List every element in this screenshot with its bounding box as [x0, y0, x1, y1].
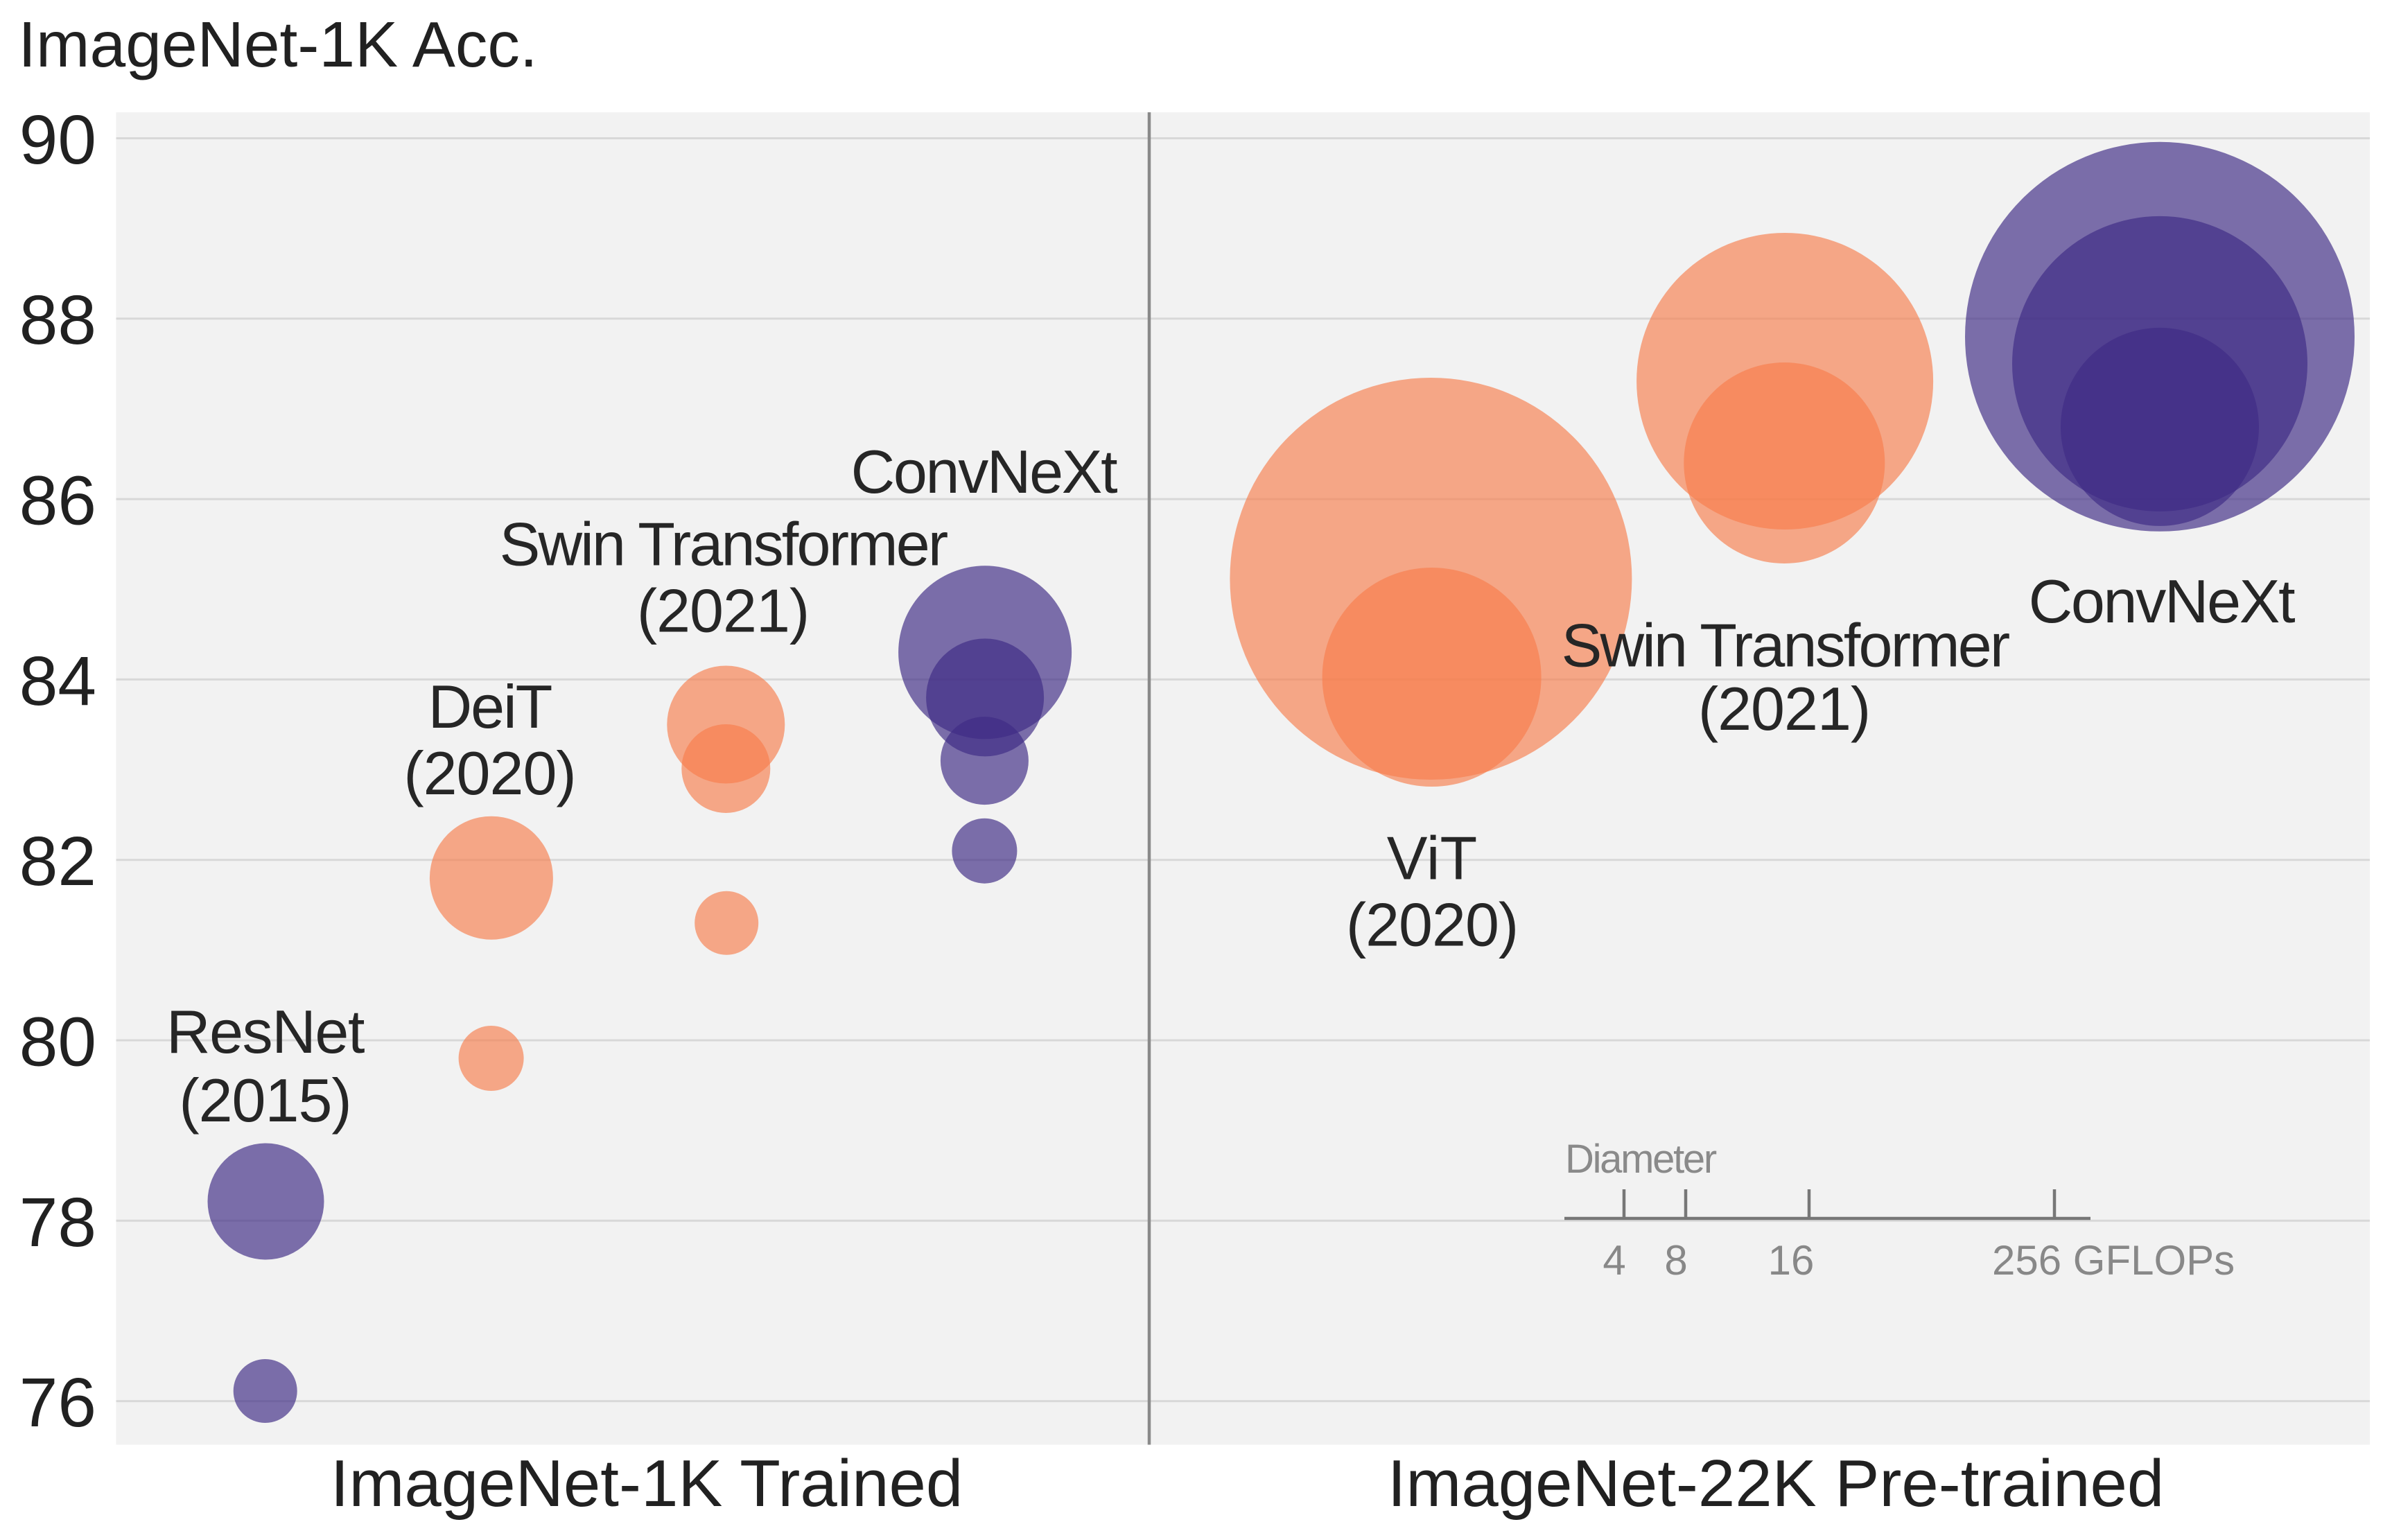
svg-text:80: 80 [19, 1004, 96, 1081]
svg-text:(2020): (2020) [403, 739, 575, 807]
svg-text:ImageNet-1K Acc.: ImageNet-1K Acc. [18, 8, 538, 80]
svg-text:ViT: ViT [1387, 824, 1477, 893]
svg-text:Swin Transformer: Swin Transformer [500, 510, 948, 579]
svg-text:78: 78 [19, 1184, 96, 1261]
svg-text:(2015): (2015) [179, 1066, 351, 1135]
svg-text:Diameter: Diameter [1565, 1137, 1717, 1182]
svg-text:88: 88 [19, 281, 96, 359]
svg-text:82: 82 [19, 823, 96, 900]
svg-text:90: 90 [19, 101, 96, 179]
svg-text:8: 8 [1664, 1237, 1687, 1284]
svg-text:DeiT: DeiT [428, 672, 552, 741]
svg-text:ConvNeXt: ConvNeXt [851, 437, 1118, 506]
svg-text:ConvNeXt: ConvNeXt [2029, 567, 2296, 636]
svg-text:(2021): (2021) [637, 577, 809, 645]
svg-text:Swin Transformer: Swin Transformer [1562, 611, 2009, 680]
svg-text:16: 16 [1768, 1237, 1815, 1284]
svg-text:84: 84 [19, 642, 96, 720]
svg-text:4: 4 [1603, 1237, 1625, 1284]
svg-text:ImageNet-1K Trained: ImageNet-1K Trained [331, 1446, 963, 1521]
svg-text:(2020): (2020) [1346, 891, 1518, 959]
svg-text:ResNet: ResNet [166, 997, 365, 1066]
svg-text:(2021): (2021) [1698, 674, 1870, 743]
svg-text:ImageNet-22K Pre-trained: ImageNet-22K Pre-trained [1388, 1446, 2165, 1521]
svg-text:76: 76 [19, 1364, 96, 1442]
svg-text:256 GFLOPs: 256 GFLOPs [1992, 1237, 2235, 1284]
svg-text:86: 86 [19, 462, 96, 540]
